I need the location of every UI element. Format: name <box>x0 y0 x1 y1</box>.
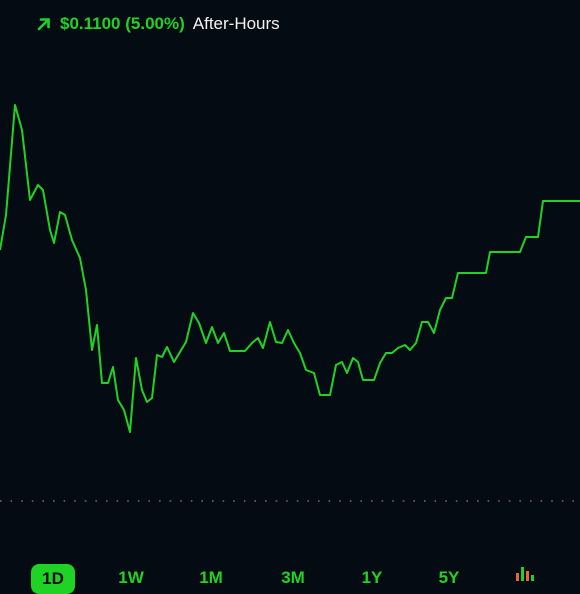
session-label: After-Hours <box>192 14 280 33</box>
price-line <box>0 104 580 433</box>
up-arrow-icon <box>37 18 50 31</box>
chart-type-icon[interactable] <box>514 567 538 581</box>
range-tab[interactable]: 3M <box>281 568 305 587</box>
range-tabs: 1D 1W 1M 3M 1Y 5Y <box>0 564 580 594</box>
price-header: $0.1100 (5.00%) After-Hours <box>36 14 280 34</box>
price-change: $0.1100 (5.00%) <box>60 14 185 33</box>
range-tab[interactable]: 1M <box>199 568 223 587</box>
screen: {"header": {"change": "$0.1100 (5.00%)",… <box>0 14 580 594</box>
range-tab[interactable]: 1W <box>118 568 144 587</box>
range-tab[interactable]: 1D <box>31 564 75 594</box>
price-chart <box>0 104 580 502</box>
range-tab[interactable]: 1Y <box>361 568 383 587</box>
range-tab[interactable]: 5Y <box>438 568 460 587</box>
